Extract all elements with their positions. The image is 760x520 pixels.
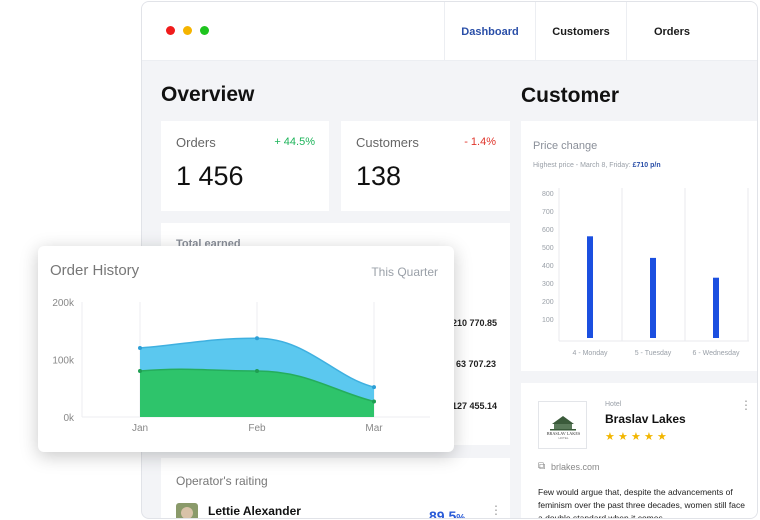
x-tick-label: Mar (365, 423, 383, 434)
order-history-title: Order History (50, 262, 140, 279)
y-tick-label: 700 (542, 209, 554, 216)
more-options-icon[interactable]: ⋮ (740, 398, 752, 412)
operators-card: Operator's raiting Lettie Alexander 89.5… (161, 458, 510, 519)
orders-value: 1 456 (176, 161, 244, 191)
top-bar: Dashboard Customers Orders (142, 2, 757, 61)
hotel-name: Braslav Lakes (605, 412, 686, 426)
x-tick-label: Feb (248, 423, 266, 434)
area-series (140, 369, 374, 417)
earned-value-1: 210 770.85 (452, 318, 498, 328)
customers-label: Customers (356, 135, 419, 150)
minimize-window-icon[interactable] (183, 26, 192, 35)
star-icon: ★ (631, 431, 641, 443)
y-tick-label: 600 (542, 227, 554, 234)
price-change-card: Price change Highest price - March 8, Fr… (521, 121, 757, 371)
x-tick-label: 4 - Monday (572, 350, 608, 357)
bar (713, 277, 719, 338)
y-tick-label: 300 (542, 281, 554, 288)
hotel-link[interactable]: brlakes.com (551, 462, 600, 472)
tab-customers[interactable]: Customers (535, 2, 626, 61)
star-icon: ★ (657, 431, 667, 443)
customer-title: Customer (521, 84, 620, 107)
star-icon: ★ (644, 431, 654, 443)
y-tick-label: 400 (542, 263, 554, 270)
y-tick-label: 0k (63, 413, 75, 424)
earned-value-2: 63 707.23 (456, 359, 497, 369)
star-icon: ★ (605, 431, 615, 443)
avatar (176, 503, 198, 518)
order-history-popup: Order History This Quarter 200k 100k 0k Jan… (38, 246, 454, 452)
data-point (372, 399, 376, 404)
operator-score: 89.5% (429, 508, 466, 519)
orders-card[interactable]: Orders + 44.5% 1 456 (161, 121, 329, 211)
bar (587, 236, 593, 338)
operator-name: Lettie Alexander (208, 504, 301, 518)
y-tick-label: 200 (542, 299, 554, 306)
y-tick-label: 800 (542, 191, 554, 198)
x-tick-label: 6 - Wednesday (693, 350, 740, 357)
link-icon: ⧉ (538, 461, 546, 472)
hotel-description: Few would argue that, despite the advanc… (538, 487, 745, 519)
y-tick-label: 100 (542, 317, 554, 324)
data-point (138, 346, 142, 350)
operators-label: Operator's raiting (176, 474, 268, 488)
maximize-window-icon[interactable] (200, 26, 209, 35)
data-point (138, 369, 142, 373)
data-point (255, 369, 259, 373)
data-point (372, 385, 376, 390)
more-options-icon[interactable]: ⋮ (490, 503, 502, 517)
bar (650, 257, 656, 338)
x-tick-label: 5 - Tuesday (635, 350, 672, 357)
order-history-chart: 200k 100k 0k Jan Feb Mar (52, 298, 430, 434)
y-tick-label: 100k (52, 356, 75, 367)
customers-change: - 1.4% (464, 136, 496, 148)
orders-change: + 44.5% (274, 136, 315, 148)
earned-value-3: 127 455.14 (452, 401, 498, 411)
customers-value: 138 (356, 161, 402, 191)
x-tick-label: Jan (132, 423, 148, 434)
customers-card[interactable]: Customers - 1.4% 138 (341, 121, 510, 211)
hotel-category: Hotel (605, 401, 622, 408)
overview-title: Overview (161, 83, 255, 106)
hotel-card: BRASLAV LAKES HOTEL Hotel Braslav Lakes … (521, 383, 757, 519)
hotel-logo-sub: HOTEL (558, 436, 569, 440)
star-icon: ★ (618, 431, 628, 443)
close-window-icon[interactable] (166, 26, 175, 35)
hotel-rating: ★ ★ ★ ★ ★ (605, 430, 685, 443)
y-tick-label: 200k (52, 298, 75, 309)
tab-dashboard[interactable]: Dashboard (444, 2, 535, 61)
highest-price-text: Highest price - March 8, Friday: £710 p/… (533, 162, 661, 169)
y-tick-label: 500 (542, 245, 554, 252)
tab-orders[interactable]: Orders (626, 2, 717, 61)
orders-label: Orders (176, 135, 216, 150)
hotel-logo: BRASLAV LAKES HOTEL (538, 401, 587, 449)
price-change-chart: 800 700 600 500 400 300 200 100 4 - Monday 5 - Tu… (542, 188, 749, 357)
price-change-title: Price change (533, 140, 598, 152)
hotel-logo-text: BRASLAV LAKES (546, 431, 581, 436)
period-selector[interactable]: This Quarter (371, 265, 438, 279)
data-point (255, 336, 259, 341)
